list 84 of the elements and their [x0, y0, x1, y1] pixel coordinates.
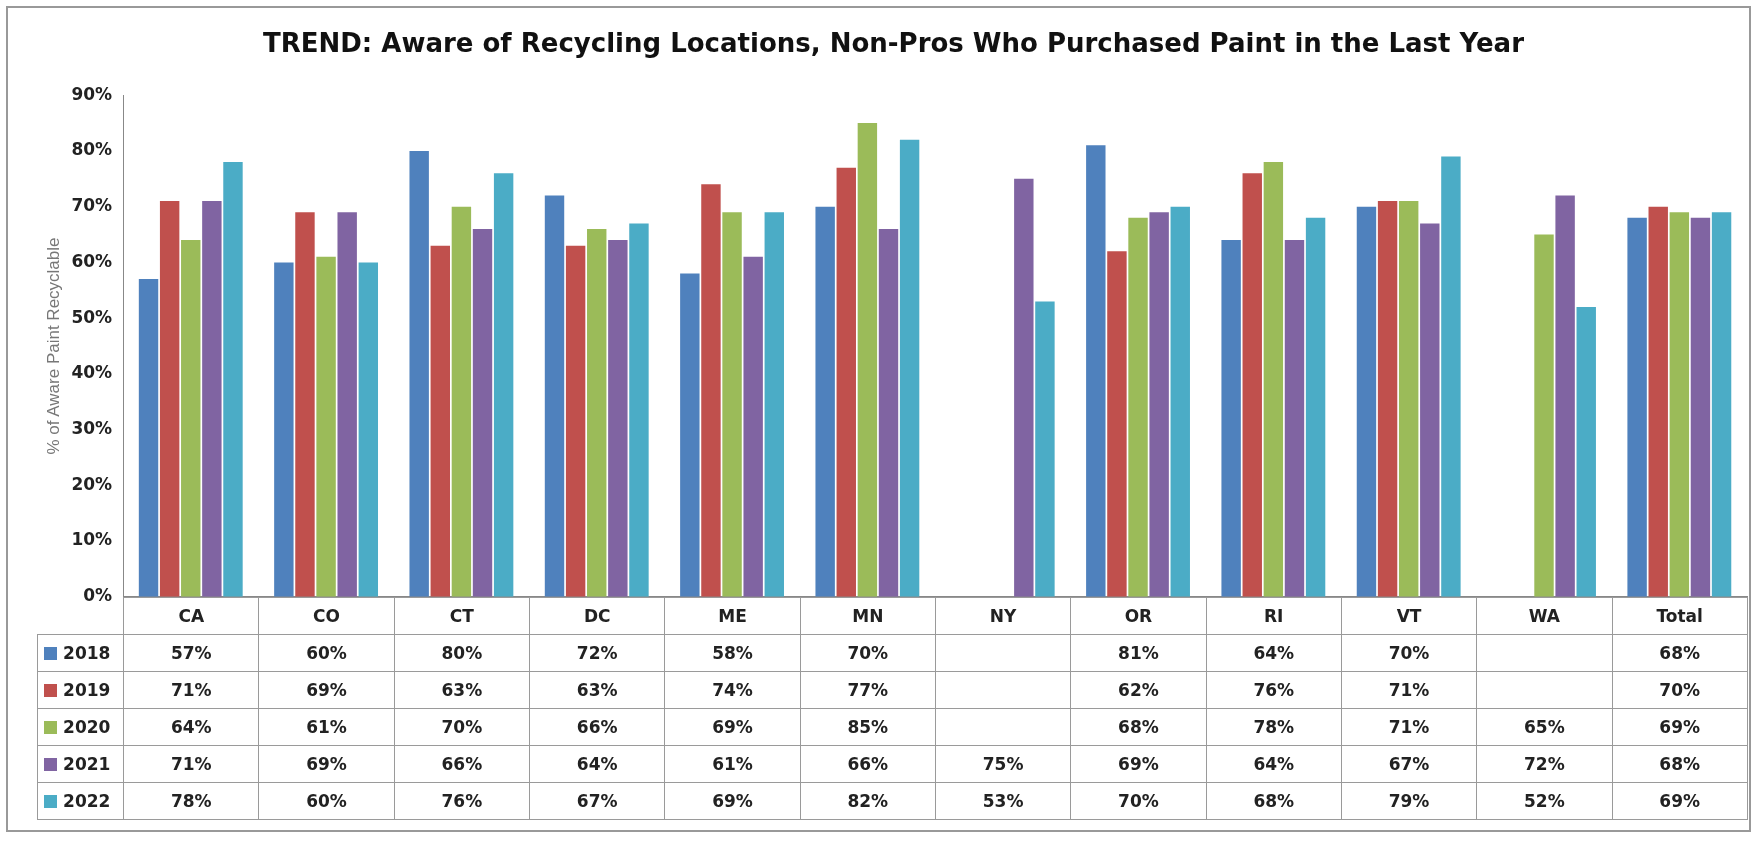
x-tick-label: WA [1476, 597, 1613, 635]
x-tick-label: CT [394, 597, 530, 635]
data-label: 64% [1206, 745, 1342, 783]
data-label: 62% [1070, 671, 1207, 709]
data-label: 68% [1206, 782, 1342, 820]
data-label: 57% [123, 634, 259, 672]
data-label: 70% [800, 634, 936, 672]
y-tick-label: 50% [71, 306, 113, 327]
data-label: 70% [1341, 634, 1477, 672]
data-label: 76% [1206, 671, 1342, 709]
data-label: 68% [1612, 745, 1748, 783]
data-label: 69% [1612, 782, 1748, 820]
data-label: 69% [258, 745, 395, 783]
data-label: 68% [1070, 708, 1207, 746]
data-label: 60% [258, 782, 395, 820]
data-label: 70% [394, 708, 530, 746]
legend-label: 2020 [37, 708, 124, 746]
x-tick-label: ME [664, 597, 801, 635]
y-tick-label: 30% [71, 418, 113, 439]
data-label: 71% [123, 671, 259, 709]
data-label: 64% [123, 708, 259, 746]
data-label: 75% [935, 745, 1071, 783]
data-label: 60% [258, 634, 395, 672]
data-label: 66% [529, 708, 665, 746]
data-label: 78% [123, 782, 259, 820]
data-label: 70% [1612, 671, 1748, 709]
data-label: 64% [529, 745, 665, 783]
y-tick-label: 0% [83, 585, 113, 606]
legend-label: 2022 [37, 782, 124, 820]
data-label: 70% [1070, 782, 1207, 820]
data-label: 64% [1206, 634, 1342, 672]
y-tick-label: 20% [71, 473, 113, 494]
x-tick-label: MN [800, 597, 936, 635]
data-label: 82% [800, 782, 936, 820]
data-label: 74% [664, 671, 801, 709]
data-label: 69% [664, 782, 801, 820]
y-tick-label: 60% [71, 250, 113, 271]
chart-title: TREND: Aware of Recycling Locations, Non-Pros Who Purchased Paint in the Last Year [263, 28, 1525, 59]
x-tick-label: DC [529, 597, 665, 635]
data-label: 69% [258, 671, 395, 709]
data-label: 79% [1341, 782, 1477, 820]
x-tick-label: RI [1206, 597, 1342, 635]
data-label: 77% [800, 671, 936, 709]
data-label: 69% [1070, 745, 1207, 783]
legend-label: 2018 [37, 634, 124, 672]
data-label: 61% [258, 708, 395, 746]
data-label: 71% [1341, 708, 1477, 746]
x-tick-label: VT [1341, 597, 1477, 635]
legend-label: 2021 [37, 745, 124, 783]
data-label: 72% [529, 634, 665, 672]
data-label: 63% [394, 671, 530, 709]
data-label: 69% [1612, 708, 1748, 746]
data-label: 63% [529, 671, 665, 709]
x-tick-label: OR [1070, 597, 1207, 635]
data-label: 66% [800, 745, 936, 783]
x-tick-label: CA [123, 597, 259, 635]
data-label: 58% [664, 634, 801, 672]
data-label: 81% [1070, 634, 1207, 672]
y-axis-title: % of Aware Paint Recyclable [43, 237, 63, 455]
x-tick-label: CO [258, 597, 395, 635]
x-tick-label: NY [935, 597, 1071, 635]
data-label: 71% [1341, 671, 1477, 709]
data-label: 66% [394, 745, 530, 783]
data-label: 72% [1476, 745, 1613, 783]
data-label: 53% [935, 782, 1071, 820]
data-label: 69% [664, 708, 801, 746]
data-label: 76% [394, 782, 530, 820]
data-label: 80% [394, 634, 530, 672]
y-tick-label: 80% [71, 139, 113, 160]
y-tick-label: 70% [71, 195, 113, 216]
legend-label: 2019 [37, 671, 124, 709]
data-label: 68% [1612, 634, 1748, 672]
data-label: 52% [1476, 782, 1613, 820]
data-label: 71% [123, 745, 259, 783]
y-tick-label: 90% [71, 83, 113, 104]
data-label: 67% [529, 782, 665, 820]
data-label: 61% [664, 745, 801, 783]
y-tick-label: 40% [71, 362, 113, 383]
y-tick-label: 10% [71, 529, 113, 550]
data-label: 65% [1476, 708, 1613, 746]
x-tick-label: Total [1612, 597, 1748, 635]
data-label: 85% [800, 708, 936, 746]
data-label: 67% [1341, 745, 1477, 783]
data-label: 78% [1206, 708, 1342, 746]
